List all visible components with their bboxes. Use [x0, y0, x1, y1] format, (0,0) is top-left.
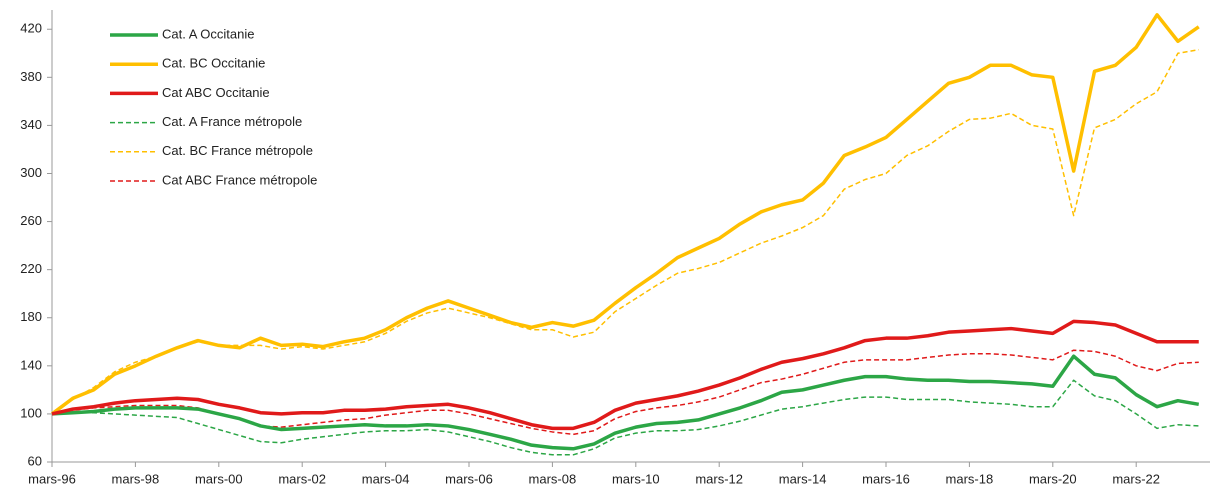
- x-tick-label: mars-22: [1112, 471, 1160, 486]
- line-series: [51, 319, 1199, 431]
- x-tick-label: mars-12: [695, 471, 743, 486]
- legend-label: Cat. A Occitanie: [162, 26, 255, 41]
- y-tick-label: 140: [20, 357, 42, 372]
- y-tick-label: 380: [20, 69, 42, 84]
- legend-label: Cat. BC France métropole: [162, 143, 313, 158]
- y-tick-label: 180: [20, 309, 42, 324]
- x-tick-label: mars-98: [112, 471, 160, 486]
- x-tick-label: mars-08: [529, 471, 577, 486]
- x-tick-label: mars-20: [1029, 471, 1077, 486]
- x-tick-label: mars-10: [612, 471, 660, 486]
- x-tick-label: mars-14: [779, 471, 827, 486]
- y-tick-label: 100: [20, 405, 42, 420]
- legend-label: Cat. A France métropole: [162, 114, 302, 129]
- x-tick-label: mars-02: [278, 471, 326, 486]
- line-series: [50, 13, 1200, 416]
- x-tick-label: mars-18: [946, 471, 994, 486]
- x-tick-label: mars-04: [362, 471, 410, 486]
- y-tick-label: 60: [28, 453, 42, 468]
- y-tick-label: 420: [20, 21, 42, 36]
- legend-label: Cat. BC Occitanie: [162, 56, 265, 71]
- line-series: [51, 379, 1199, 456]
- y-tick-label: 340: [20, 117, 42, 132]
- y-tick-label: 220: [20, 261, 42, 276]
- legend-label: Cat ABC France métropole: [162, 172, 317, 187]
- x-tick-label: mars-00: [195, 471, 243, 486]
- x-tick-label: mars-06: [445, 471, 493, 486]
- legend-label: Cat ABC Occitanie: [162, 85, 270, 100]
- x-tick-label: mars-96: [28, 471, 76, 486]
- line-series: [51, 354, 1200, 451]
- y-tick-label: 300: [20, 165, 42, 180]
- line-series: [51, 349, 1199, 436]
- x-tick-label: mars-16: [862, 471, 910, 486]
- line-series: [51, 48, 1199, 415]
- y-tick-label: 260: [20, 213, 42, 228]
